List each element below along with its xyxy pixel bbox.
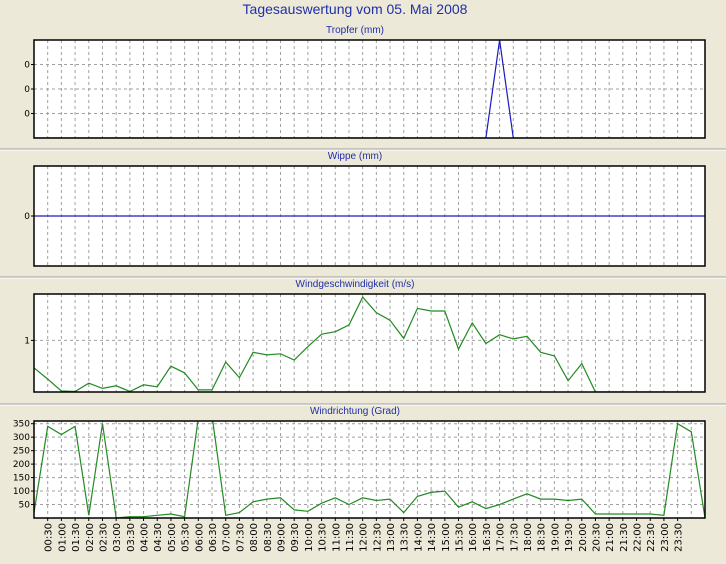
x-tick-label: 20:30	[591, 523, 602, 552]
x-tick-label: 05:30	[181, 523, 192, 552]
x-tick-label: 23:00	[660, 523, 671, 552]
x-tick-label: 18:30	[537, 523, 548, 552]
x-tick-label: 01:30	[71, 523, 82, 552]
x-tick-label: 23:30	[674, 523, 685, 552]
plot-frame	[33, 293, 706, 393]
y-tick-label: 100	[13, 487, 30, 497]
x-tick-label: 09:00	[276, 523, 287, 552]
panel-title: Wippe (mm)	[328, 151, 382, 162]
x-tick-label: 05:00	[167, 523, 178, 552]
x-tick-label: 18:00	[523, 523, 534, 552]
y-tick-label: 50	[19, 501, 31, 511]
y-tick-label: 1	[24, 336, 30, 346]
x-tick-label: 06:30	[208, 523, 219, 552]
x-tick-label: 04:00	[140, 523, 151, 552]
panel-title: Tropfer (mm)	[326, 25, 384, 36]
x-tick-label: 01:00	[57, 523, 68, 552]
page-title: Tagesauswertung vom 05. Mai 2008	[243, 1, 468, 17]
x-tick-label: 11:30	[345, 523, 356, 552]
x-tick-label: 19:00	[550, 523, 561, 552]
x-tick-label: 13:30	[400, 523, 411, 552]
x-tick-label: 07:00	[222, 523, 233, 552]
x-tick-label: 06:00	[194, 523, 205, 552]
x-tick-label: 12:30	[372, 523, 383, 552]
panel-title: Windrichtung (Grad)	[310, 406, 400, 417]
x-tick-label: 00:30	[44, 523, 55, 552]
series-line	[34, 421, 705, 518]
x-tick-label: 04:30	[153, 523, 164, 552]
y-tick-label: 350	[13, 420, 30, 430]
series-line	[34, 296, 705, 392]
panel-1: Tropfer (mm) 0 0 0	[24, 25, 706, 139]
x-tick-label: 21:00	[605, 523, 616, 552]
x-tick-label: 09:30	[290, 523, 301, 552]
y-tick-label: 0	[24, 110, 30, 120]
x-tick-label: 20:00	[578, 523, 589, 552]
panel-3: Windgeschwindigkeit (m/s) 1	[0, 276, 726, 393]
x-tick-label: 15:00	[441, 523, 452, 552]
plot-area	[34, 294, 705, 392]
x-tick-label: 14:00	[413, 523, 424, 552]
x-tick-label: 02:30	[98, 523, 109, 552]
x-tick-label: 22:30	[646, 523, 657, 552]
y-tick-label: 300	[13, 433, 30, 443]
panel-4: Windrichtung (Grad) 350 300 250 200 150 100 50	[0, 403, 726, 519]
y-tick-label: 0	[24, 61, 30, 71]
x-tick-label: 17:30	[509, 523, 520, 552]
x-tick-label: 22:00	[633, 523, 644, 552]
x-tick-label: 13:00	[386, 523, 397, 552]
x-tick-label: 08:00	[249, 523, 260, 552]
plot-frame	[33, 420, 706, 519]
y-tick-label: 0	[24, 85, 30, 95]
x-tick-label: 16:00	[468, 523, 479, 552]
x-tick-label: 03:30	[126, 523, 137, 552]
x-tick-label: 19:30	[564, 523, 575, 552]
x-tick-label: 03:00	[112, 523, 123, 552]
x-tick-label: 10:00	[304, 523, 315, 552]
y-tick-label: 200	[13, 460, 30, 470]
y-tick-label: 250	[13, 447, 30, 457]
x-tick-label: 11:00	[331, 523, 342, 552]
plot-frame	[33, 165, 706, 267]
x-tick-label: 12:00	[359, 523, 370, 552]
x-tick-label: 02:00	[85, 523, 96, 552]
panel-2: Wippe (mm) 0	[0, 148, 726, 267]
y-tick-label: 150	[13, 474, 30, 484]
x-tick-label: 17:00	[496, 523, 507, 552]
x-tick-label: 16:30	[482, 523, 493, 552]
x-tick-label: 21:30	[619, 523, 630, 552]
x-tick-label: 15:30	[455, 523, 466, 552]
plot-area	[34, 421, 705, 518]
plot-frame	[33, 39, 706, 139]
panel-title: Windgeschwindigkeit (m/s)	[296, 279, 415, 290]
x-tick-label: 14:30	[427, 523, 438, 552]
x-tick-label: 10:30	[318, 523, 329, 552]
x-tick-label: 08:30	[263, 523, 274, 552]
x-tick-label: 07:30	[235, 523, 246, 552]
y-tick-label: 0	[24, 212, 30, 222]
